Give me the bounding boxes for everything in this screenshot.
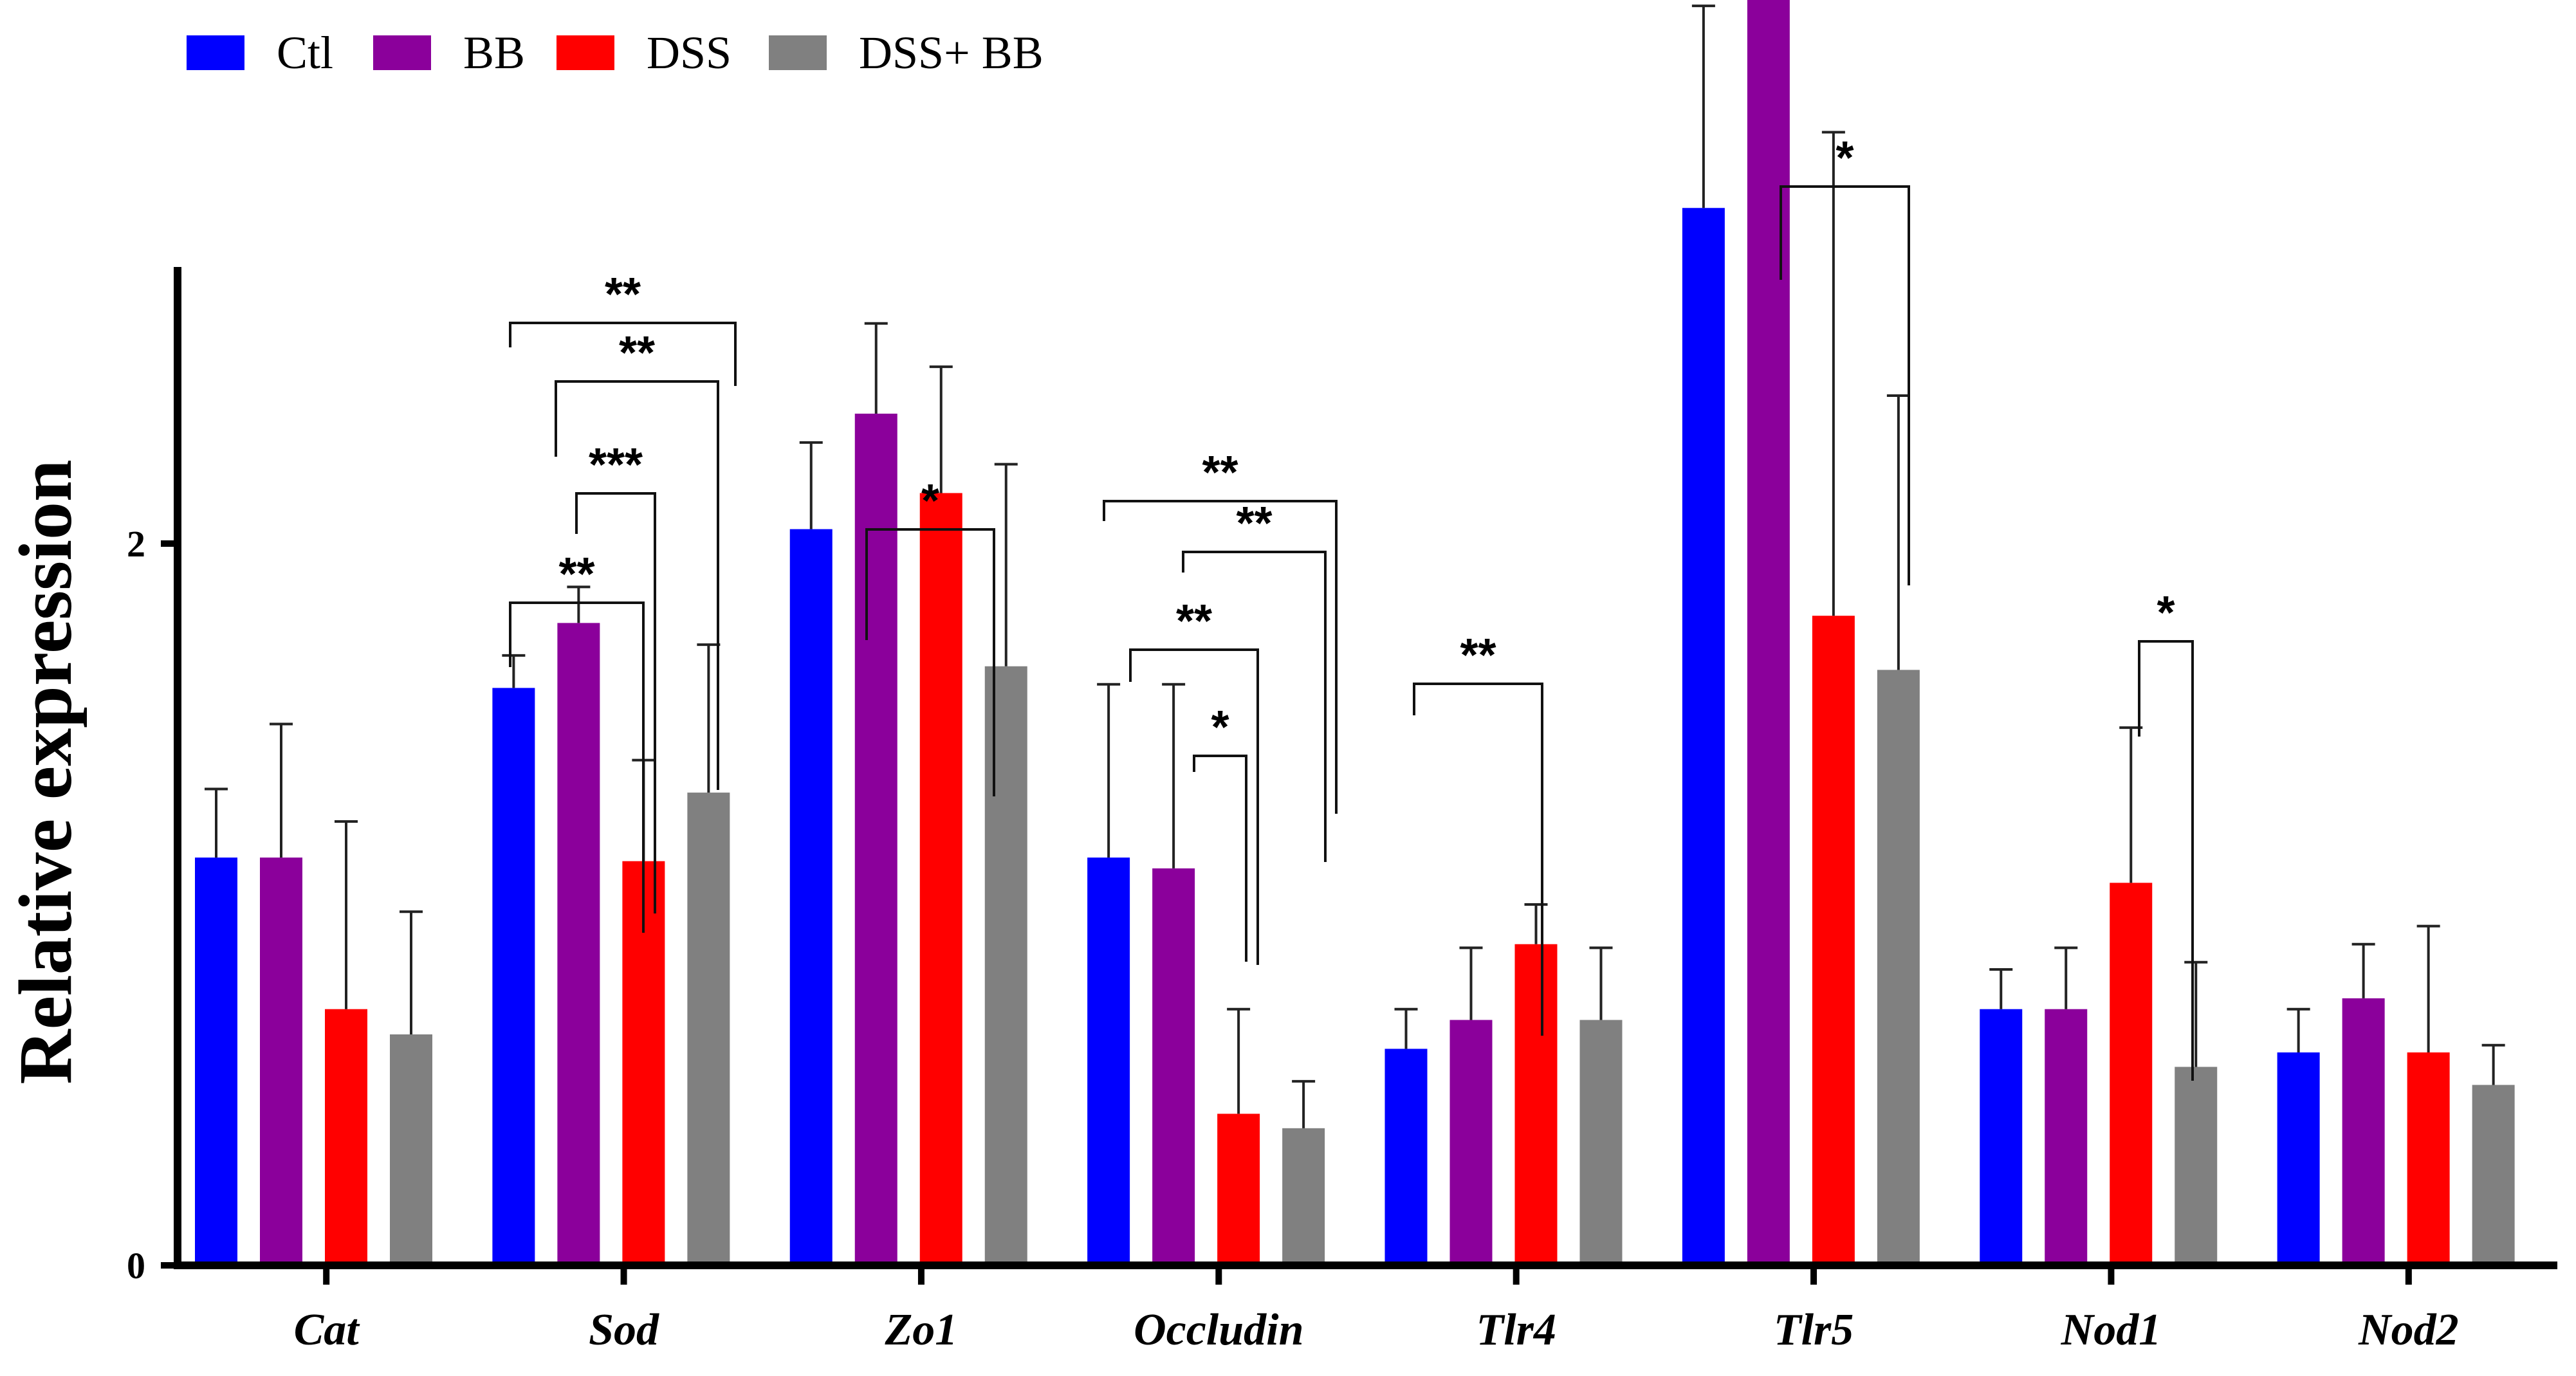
bar-nod1-bb [2045,1009,2088,1265]
x-label-tlr5: Tlr5 [1774,1305,1854,1355]
legend-swatch-dss-bb [769,35,827,70]
significance-label-nod1: * [2157,587,2175,639]
x-label-nod2: Nod2 [2358,1305,2459,1355]
legend-swatch-ctl [187,35,244,70]
legend-label-bb: BB [463,27,525,78]
bar-tlr5-dss [1812,616,1855,1265]
significance-bracket-tlr4 [1413,683,1543,1036]
significance-bracket-sod [555,380,719,790]
significance-label-occludin: * [1211,702,1229,753]
x-label-occludin: Occludin [1134,1305,1303,1355]
legend-swatch-bb [373,35,431,70]
axes [174,267,2557,1269]
bar-occludin-bb [1152,868,1195,1265]
bar-tlr5-bb [1747,0,1790,1265]
x-label-sod: Sod [589,1305,659,1355]
significance-bracket-zo1 [865,528,995,796]
significance-bracket-tlr5 [1780,185,1910,585]
significance-label-sod: *** [589,439,643,491]
bar-cat-dss [325,1009,367,1265]
legend-swatch-dss [557,35,614,70]
x-label-zo1: Zo1 [885,1305,958,1355]
significance-bracket-occludin [1129,648,1259,965]
x-label-nod1: Nod1 [2061,1305,2162,1355]
bar-sod-ctl [492,688,535,1265]
x-axis-labels: Cat Sod Zo1 Occludin Tlr4 Tlr5 Nod1 Nod2 [294,1265,2459,1355]
legend-label-ctl: Ctl [277,27,333,78]
significance-bracket-sod [575,492,656,913]
bar-nod2-ctl [2277,1052,2320,1265]
significance-label-occludin: ** [1236,498,1272,549]
bar-nod1-ctl [1980,1009,2023,1265]
significance-brackets: ********************* [509,133,2194,1081]
significance-label-sod: ** [619,327,655,379]
bar-zo1-dss-bb [984,666,1027,1265]
bars [195,0,2515,1266]
bar-cat-ctl [195,858,237,1265]
bar-sod-bb [557,623,600,1265]
significance-bracket-nod1 [2138,640,2194,1081]
bar-occludin-ctl [1087,858,1130,1265]
significance-label-occludin: ** [1202,447,1238,499]
bar-cat-dss-bb [390,1034,432,1265]
y-tick-label: 0 [127,1245,145,1287]
bar-nod1-dss-bb [2175,1067,2218,1265]
bar-tlr4-bb [1449,1020,1493,1265]
significance-label-occludin: ** [1176,596,1212,647]
significance-label-sod: ** [558,549,594,600]
bar-zo1-ctl [789,529,833,1265]
significance-label-tlr4: ** [1460,630,1496,681]
y-axis-label: Relative expression [3,459,87,1084]
error-bars [205,5,2505,1128]
bar-nod1-dss [2110,883,2153,1265]
bar-occludin-dss-bb [1282,1128,1325,1265]
legend-label-dss: DSS [647,27,731,78]
y-axis-ticks: 024 [127,523,178,1287]
bar-nod2-bb [2342,998,2385,1265]
bar-nod2-dss-bb [2472,1085,2515,1265]
significance-bracket-occludin [1193,755,1247,962]
bar-cat-bb [260,858,302,1265]
significance-bracket-sod [509,601,645,933]
significance-label-sod: ** [605,269,641,320]
bar-tlr5-dss-bb [1877,670,1920,1265]
x-label-tlr4: Tlr4 [1476,1305,1556,1355]
bar-sod-dss-bb [687,793,730,1265]
significance-bracket-sod [509,322,737,386]
legend: Ctl BB DSS DSS+ BB [187,27,1044,78]
bar-occludin-dss [1217,1114,1260,1265]
bar-zo1-dss [919,493,962,1266]
bar-tlr4-dss-bb [1579,1020,1623,1265]
bar-nod2-dss [2407,1052,2450,1265]
bar-zo1-bb [854,414,897,1265]
x-label-cat: Cat [294,1305,361,1355]
significance-label-zo1: * [921,475,939,527]
significance-bracket-occludin [1103,500,1338,814]
legend-label-dss-bb: DSS+ BB [859,27,1044,78]
bar-tlr4-ctl [1385,1049,1428,1265]
significance-bracket-occludin [1182,551,1327,862]
bar-tlr5-ctl [1682,208,1725,1265]
bar-tlr4-dss [1514,944,1558,1265]
y-tick-label: 2 [127,523,145,565]
significance-label-tlr5: * [1835,133,1854,184]
